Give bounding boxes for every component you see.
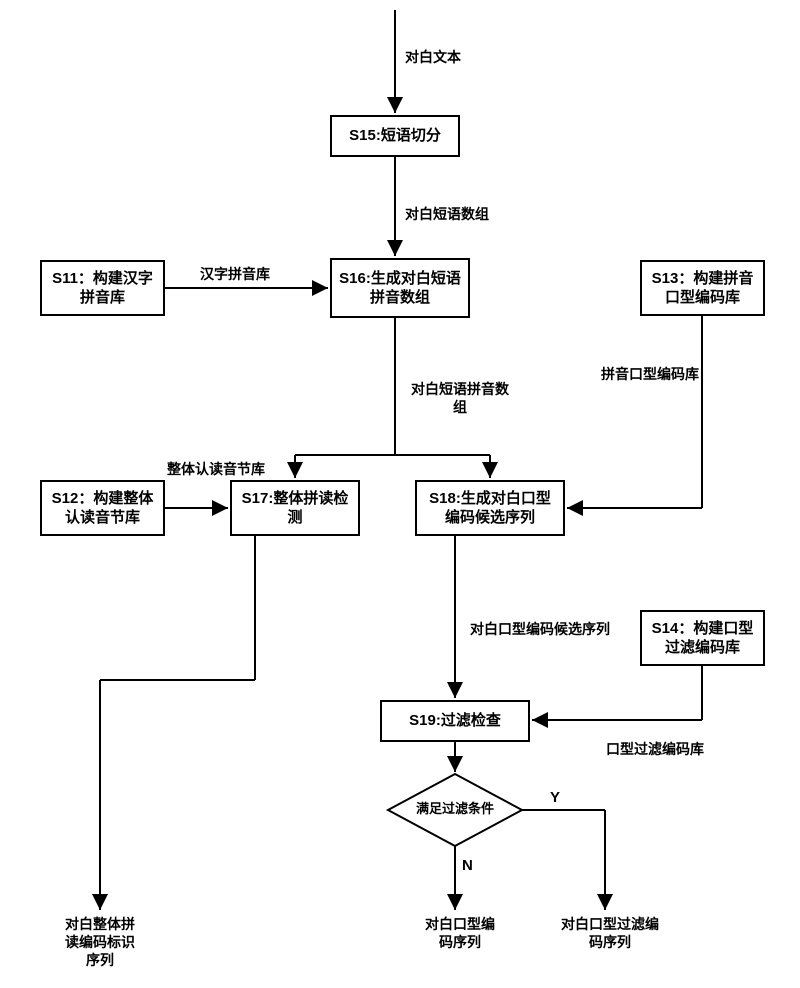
label-s18-s19: 对白口型编码候选序列 [465,620,615,638]
label-no: N [462,856,473,876]
label-s15-s16: 对白短语数组 [405,205,489,223]
label-input-top: 对白文本 [405,48,461,66]
label-s12-s17: 整体认读音节库 [166,460,266,478]
label-s16-down: 对白短语拼音数组 [405,380,515,416]
node-s11: S11：构建汉字拼音库 [40,260,165,316]
node-s12: S12：构建整体认读音节库 [40,480,165,536]
label-s11-s16: 汉字拼音库 [200,265,270,283]
node-s17: S17:整体拼读检测 [230,480,360,536]
node-s15: S15:短语切分 [330,115,460,157]
node-s18: S18:生成对白口型编码候选序列 [415,480,565,536]
node-s19: S19:过滤检查 [380,700,530,742]
node-s13: S13：构建拼音口型编码库 [640,260,765,316]
node-s16: S16:生成对白短语拼音数组 [330,258,470,318]
decision-label: 满足过滤条件 [410,801,500,817]
output-mid: 对白口型编码序列 [420,915,500,951]
label-s13-s18: 拼音口型编码库 [595,365,705,383]
output-left: 对白整体拼读编码标识序列 [60,915,140,970]
node-s14: S14：构建口型过滤编码库 [640,610,765,666]
output-right: 对白口型过滤编码序列 [560,915,660,951]
label-yes: Y [550,788,560,808]
label-s14-s19: 口型过滤编码库 [595,740,715,758]
